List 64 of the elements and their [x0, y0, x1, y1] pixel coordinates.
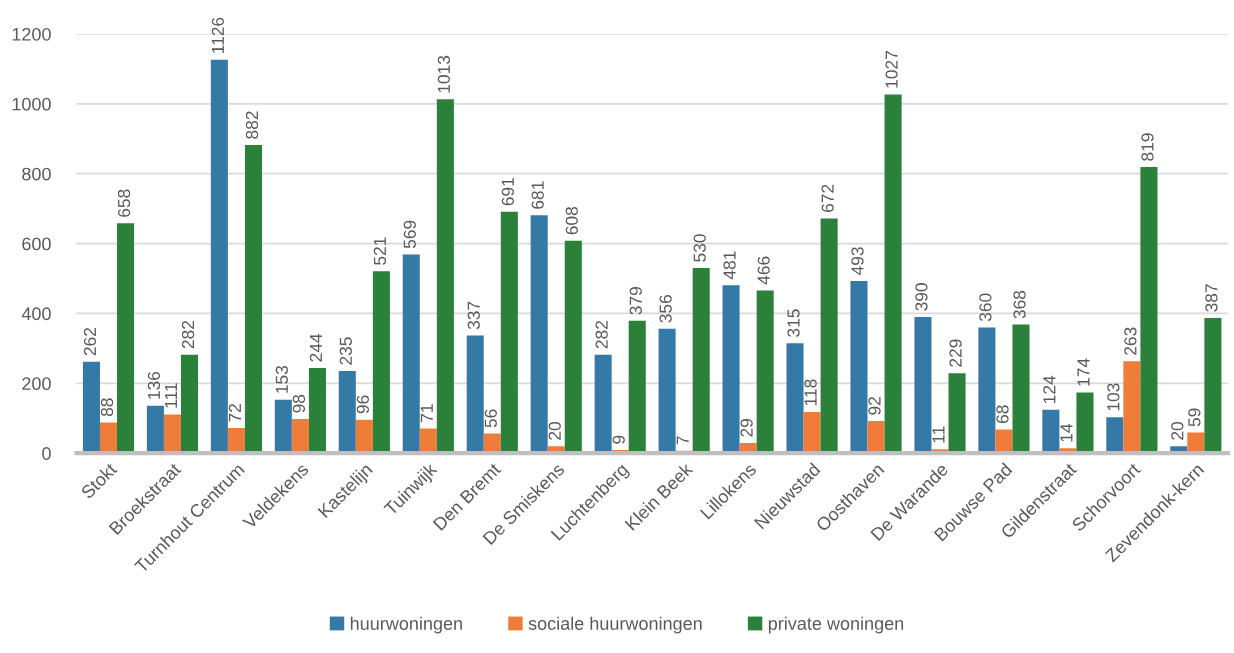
data-label: 282	[595, 321, 608, 349]
data-label: 56	[484, 409, 497, 428]
legend-label: huurwoningen	[350, 616, 462, 634]
data-label: 337	[467, 301, 480, 330]
data-label: 530	[693, 234, 706, 262]
data-label: 235	[339, 337, 352, 365]
data-label: 124	[1043, 375, 1056, 403]
data-label: 153	[275, 365, 288, 393]
data-label: 1013	[437, 55, 451, 93]
data-label: 379	[629, 287, 642, 315]
y-tick-label: 1000	[12, 97, 51, 111]
data-label: 9	[612, 435, 625, 444]
y-tick-label: 0	[42, 447, 51, 460]
data-label: 368	[1013, 290, 1026, 319]
data-label: 7	[676, 436, 689, 445]
data-label: 71	[420, 404, 433, 422]
data-label: 136	[147, 371, 161, 399]
data-label: 481	[723, 251, 736, 280]
data-label: 356	[659, 295, 672, 323]
data-label: 229	[949, 339, 962, 367]
data-label: 466	[757, 256, 770, 285]
data-label: 29	[740, 419, 753, 437]
legend-label: private woningen	[768, 616, 904, 634]
data-label: 390	[915, 283, 928, 311]
data-label: 103	[1107, 383, 1120, 411]
data-label: 174	[1077, 358, 1090, 386]
data-label: 569	[403, 220, 416, 249]
data-label: 88	[100, 398, 114, 417]
data-label: 1027	[885, 51, 898, 88]
data-label: 521	[373, 237, 387, 265]
y-tick-label: 1200	[12, 27, 51, 41]
data-label: 493	[851, 247, 864, 275]
data-label: 111	[165, 383, 177, 408]
data-label: 882	[245, 111, 259, 139]
data-label: 282	[181, 321, 195, 349]
data-label: 118	[804, 379, 817, 406]
data-label: 20	[548, 422, 561, 440]
data-label: 92	[868, 397, 881, 415]
data-label: 691	[501, 178, 514, 206]
y-tick-label: 800	[22, 167, 51, 181]
y-tick-label: 200	[22, 377, 51, 391]
data-label: 819	[1141, 133, 1154, 161]
data-label: 387	[1205, 284, 1218, 312]
data-label: 72	[228, 404, 241, 422]
data-label: 608	[565, 207, 578, 235]
data-label: 68	[996, 405, 1009, 423]
data-label: 360	[979, 293, 992, 322]
data-label: 672	[821, 184, 834, 212]
data-label: 1126	[211, 17, 225, 53]
data-label: 263	[1124, 327, 1137, 355]
data-label: 59	[1188, 408, 1201, 427]
y-tick-label: 400	[21, 307, 51, 321]
data-label: 98	[292, 394, 306, 413]
data-label: 681	[531, 181, 544, 209]
data-label: 244	[309, 333, 322, 362]
y-tick-label: 600	[22, 237, 51, 251]
data-label: 96	[356, 395, 369, 414]
data-label: 658	[117, 189, 131, 217]
data-label: 20	[1171, 422, 1184, 440]
data-label: 262	[83, 328, 97, 356]
data-label: 11	[932, 426, 945, 443]
legend-label: sociale huurwoningen	[528, 616, 702, 634]
data-label: 315	[787, 309, 800, 337]
data-label: 14	[1060, 423, 1073, 442]
